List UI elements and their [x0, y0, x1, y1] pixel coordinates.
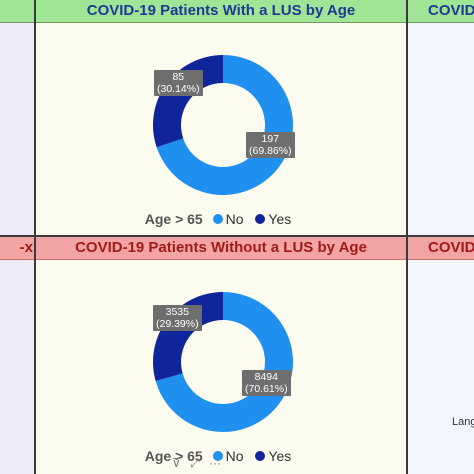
top-legend-title: Age > 65 — [144, 211, 203, 227]
right-panel-bottom — [408, 259, 474, 474]
left-header-top — [0, 0, 34, 23]
bottom-legend-yes-label[interactable]: Yes — [268, 448, 292, 464]
visual-toolbar: ⊽ ⤢ ··· — [172, 456, 227, 470]
donut-slice-no[interactable] — [156, 55, 293, 195]
left-panel-top — [0, 22, 34, 236]
bottom-legend-yes-swatch[interactable] — [255, 451, 266, 461]
top-donut-svg[interactable] — [36, 40, 406, 210]
left-panel-bottom — [0, 259, 34, 474]
top-legend-yes-swatch[interactable] — [255, 214, 266, 224]
bottom-donut-percent-yes: (29.39%) — [156, 318, 199, 330]
bottom-donut-value-yes: 3535 — [165, 306, 189, 318]
donut-slice-yes[interactable] — [153, 55, 223, 148]
vertical-divider-right — [406, 0, 408, 474]
left-chart-title-bottom: -x — [0, 237, 34, 260]
right-chart-title-bottom: COVID- — [408, 237, 474, 260]
top-donut-percent-yes: (30.14%) — [157, 83, 200, 95]
vertical-divider-left — [34, 0, 36, 474]
bottom-chart-title: COVID-19 Patients Without a LUS by Age — [36, 237, 406, 260]
top-donut-value-yes: 85 — [172, 71, 185, 83]
bottom-donut-svg[interactable] — [36, 277, 406, 447]
more-options-icon[interactable]: ··· — [209, 456, 222, 470]
bottom-donut-chart[interactable]: 8494 (70.61%) 3535 (29.39%) — [36, 277, 406, 447]
right-chart-title-top: COVID — [408, 0, 474, 23]
focus-mode-icon[interactable]: ⤢ — [190, 456, 200, 470]
bottom-donut-percent-no: (70.61%) — [245, 383, 288, 395]
bottom-donut-label-yes: 3535 (29.39%) — [153, 305, 202, 331]
top-legend-no-swatch[interactable] — [212, 214, 223, 224]
top-donut-value-no: 197 — [261, 133, 280, 145]
right-panel-cut-text: Lang — [452, 416, 474, 428]
top-donut-chart[interactable]: 197 (69.86%) 85 (30.14%) — [36, 40, 406, 210]
top-donut-label-yes: 85 (30.14%) — [154, 70, 203, 96]
bottom-donut-value-no: 8494 — [254, 371, 278, 383]
top-legend-yes-label[interactable]: Yes — [268, 211, 292, 227]
bottom-legend-no-swatch[interactable] — [212, 451, 223, 461]
donut-slice-yes[interactable] — [153, 292, 223, 382]
top-chart-title: COVID-19 Patients With a LUS by Age — [36, 0, 406, 23]
top-donut-label-no: 197 (69.86%) — [246, 132, 295, 158]
bottom-legend-title: Age > 65 — [144, 448, 203, 464]
donut-slice-no[interactable] — [155, 292, 293, 432]
horizontal-divider — [0, 235, 474, 237]
top-donut-percent-no: (69.86%) — [249, 145, 292, 157]
top-legend-no-label[interactable]: No — [225, 211, 244, 227]
bottom-chart-legend: Age > 65 No Yes — [36, 448, 406, 464]
bottom-legend-no-label[interactable]: No — [225, 448, 244, 464]
filter-icon[interactable]: ⊽ — [172, 456, 181, 470]
right-panel-top — [408, 22, 474, 236]
bottom-donut-label-no: 8494 (70.61%) — [242, 370, 291, 396]
top-chart-legend: Age > 65 No Yes — [36, 211, 406, 227]
